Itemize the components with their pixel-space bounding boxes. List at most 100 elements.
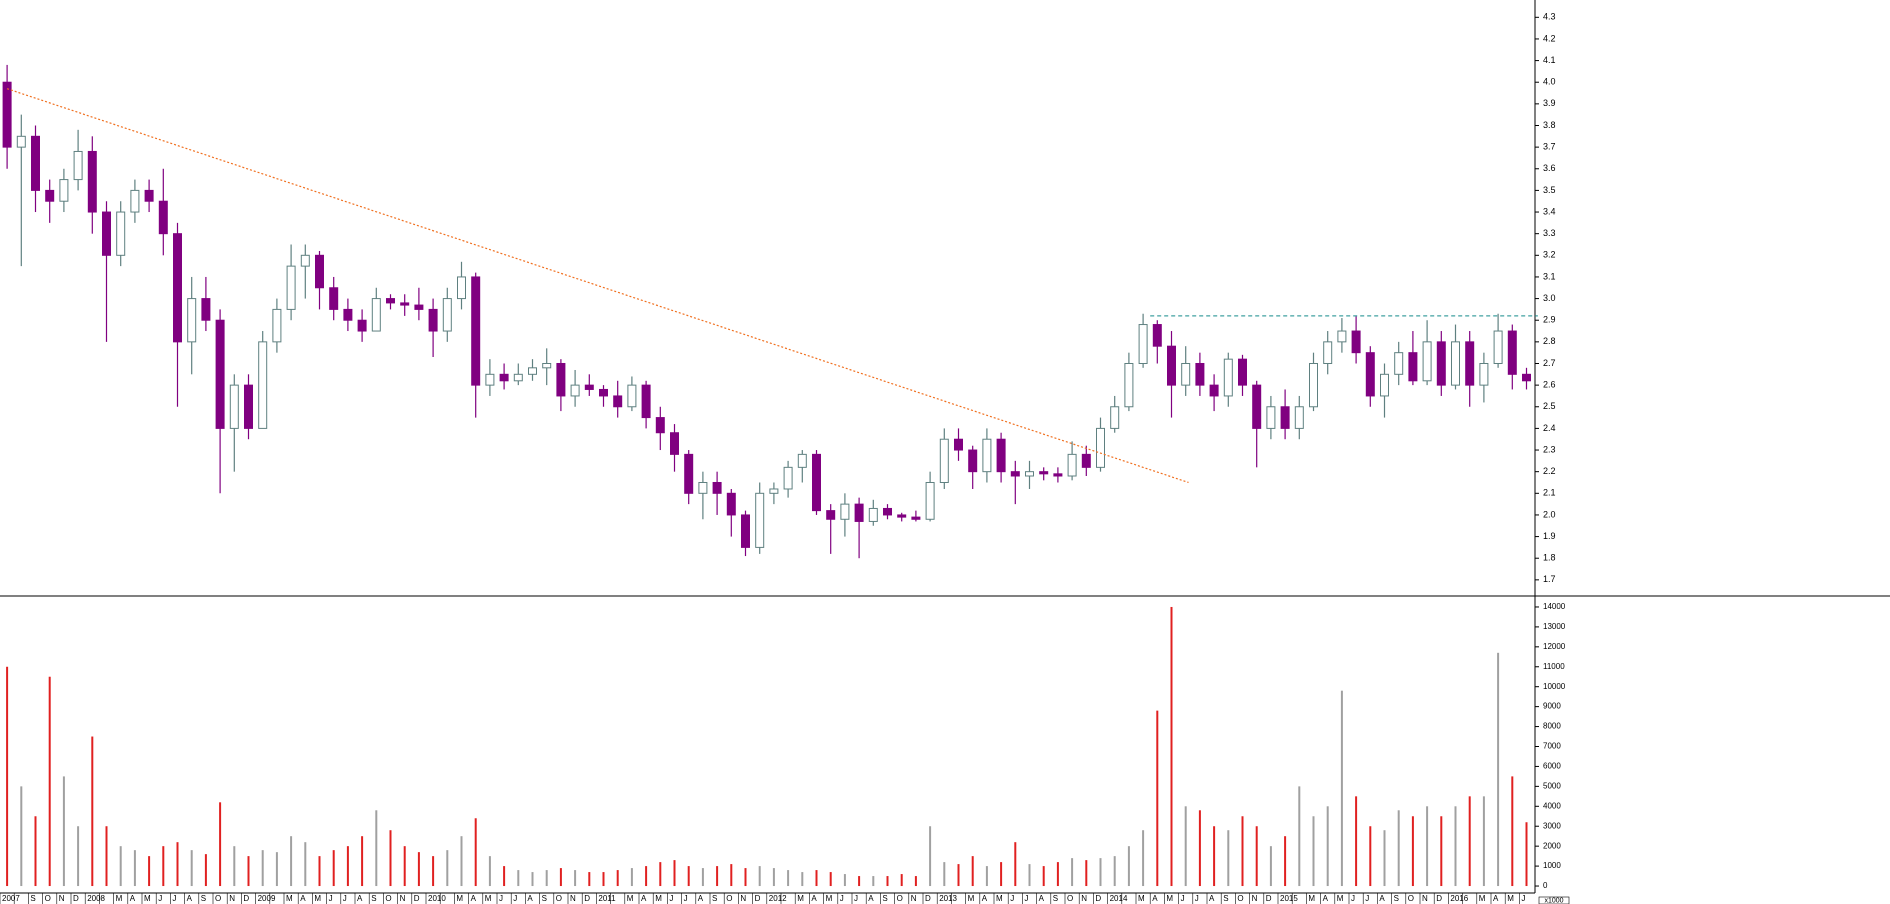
volume-bar	[6, 666, 9, 887]
volume-bar	[34, 816, 37, 887]
candle-body	[87, 150, 97, 213]
y-tick-label: 3.8	[1543, 120, 1556, 130]
x-tick-label: N	[911, 894, 917, 903]
candle-body	[599, 388, 608, 397]
candle-body	[1451, 341, 1460, 386]
x-tick-label: M	[826, 894, 833, 903]
volume-tick-label: 0	[1543, 881, 1548, 890]
x-tick-label: 2014	[1110, 894, 1128, 903]
candle-body	[769, 488, 779, 494]
x-tick-label: N	[740, 894, 746, 903]
volume-bar	[460, 836, 463, 887]
y-tick-label: 1.8	[1543, 553, 1556, 563]
volume-bar	[545, 870, 548, 887]
y-tick-label: 2.3	[1543, 444, 1556, 454]
volume-tick-label: 2000	[1543, 841, 1561, 850]
volume-bar	[1255, 826, 1258, 887]
x-tick-label: M	[116, 894, 123, 903]
x-tick-label: A	[1152, 894, 1158, 903]
volume-bar	[616, 870, 619, 887]
x-tick-label: N	[570, 894, 576, 903]
volume-tick-label: 4000	[1543, 801, 1561, 810]
volume-bar	[361, 836, 364, 887]
volume-bar	[119, 846, 122, 887]
y-tick-label: 2.9	[1543, 315, 1556, 325]
y-tick-label: 3.2	[1543, 250, 1556, 260]
x-tick-label: 2016	[1450, 894, 1468, 903]
volume-bar	[1426, 806, 1429, 887]
x-tick-label: S	[882, 894, 887, 903]
candle-body	[1110, 406, 1120, 429]
y-tick-label: 3.1	[1543, 271, 1556, 281]
x-tick-label: M	[627, 894, 634, 903]
x-tick-label: J	[840, 894, 844, 903]
volume-bar	[758, 866, 761, 887]
candle-body	[1323, 341, 1333, 364]
y-tick-label: 2.5	[1543, 401, 1556, 411]
x-tick-label: M	[1337, 894, 1344, 903]
x-tick-label: S	[1223, 894, 1228, 903]
volume-bar	[162, 846, 165, 887]
y-tick-label: 2.6	[1543, 380, 1556, 390]
volume-bar	[1312, 816, 1315, 887]
candle-body	[73, 150, 83, 181]
x-tick-label: J	[158, 894, 162, 903]
candle-body	[1408, 352, 1418, 382]
volume-bar	[1369, 826, 1372, 887]
x-tick-label: D	[414, 894, 420, 903]
x-tick-label: J	[1181, 894, 1185, 903]
candle-body	[1309, 362, 1318, 408]
candle-body	[1124, 362, 1134, 408]
y-tick-label: 2.7	[1543, 358, 1556, 368]
volume-bar	[1184, 806, 1187, 887]
volume-bar	[1198, 810, 1201, 887]
x-tick-label: A	[187, 894, 193, 903]
candle-body	[826, 510, 836, 520]
candle-body	[1493, 330, 1503, 364]
volume-tick-label: 5000	[1543, 781, 1561, 790]
volume-tick-label: 13000	[1543, 622, 1566, 631]
volume-bar	[1113, 856, 1116, 887]
candle-body	[428, 308, 438, 332]
volume-bar	[133, 850, 136, 887]
candle-body	[996, 438, 1006, 473]
x-tick-label: 2007	[2, 894, 20, 903]
x-tick-label: M	[1479, 894, 1486, 903]
volume-bar	[1127, 846, 1130, 887]
volume-bar	[1298, 786, 1301, 887]
x-tick-label: A	[1209, 894, 1215, 903]
x-tick-label: O	[1067, 894, 1073, 903]
x-tick-label: D	[1436, 894, 1442, 903]
volume-tick-label: 1000	[1543, 861, 1561, 870]
volume-bar	[914, 876, 917, 887]
x-tick-label: M	[286, 894, 293, 903]
volume-bar	[261, 850, 264, 887]
volume-tick-label: 10000	[1543, 682, 1566, 691]
x-tick-label: J	[172, 894, 176, 903]
volume-bar	[219, 802, 222, 887]
x-tick-label: J	[1351, 894, 1355, 903]
candle-body	[1167, 345, 1176, 386]
volume-bar	[588, 872, 591, 887]
candle-body	[670, 432, 679, 455]
candle-body	[229, 384, 239, 429]
candle-body	[371, 298, 381, 332]
y-tick-label: 2.0	[1543, 509, 1556, 519]
candle-body	[954, 438, 963, 451]
x-tick-label: M	[485, 894, 492, 903]
y-tick-label: 3.6	[1543, 163, 1556, 173]
x-tick-label: A	[1493, 894, 1499, 903]
y-tick-label: 3.3	[1543, 228, 1556, 238]
volume-bar	[176, 842, 179, 887]
x-tick-label: S	[542, 894, 547, 903]
candle-body	[457, 276, 466, 300]
x-tick-label: J	[1010, 894, 1014, 903]
candle-body	[1252, 384, 1262, 429]
x-tick-label: J	[1024, 894, 1028, 903]
volume-bar	[403, 846, 406, 887]
x-tick-label: S	[1053, 894, 1058, 903]
volume-bar	[190, 850, 193, 887]
x-tick-label: A	[982, 894, 988, 903]
candle-body	[130, 189, 140, 213]
volume-tick-label: 14000	[1543, 602, 1566, 611]
